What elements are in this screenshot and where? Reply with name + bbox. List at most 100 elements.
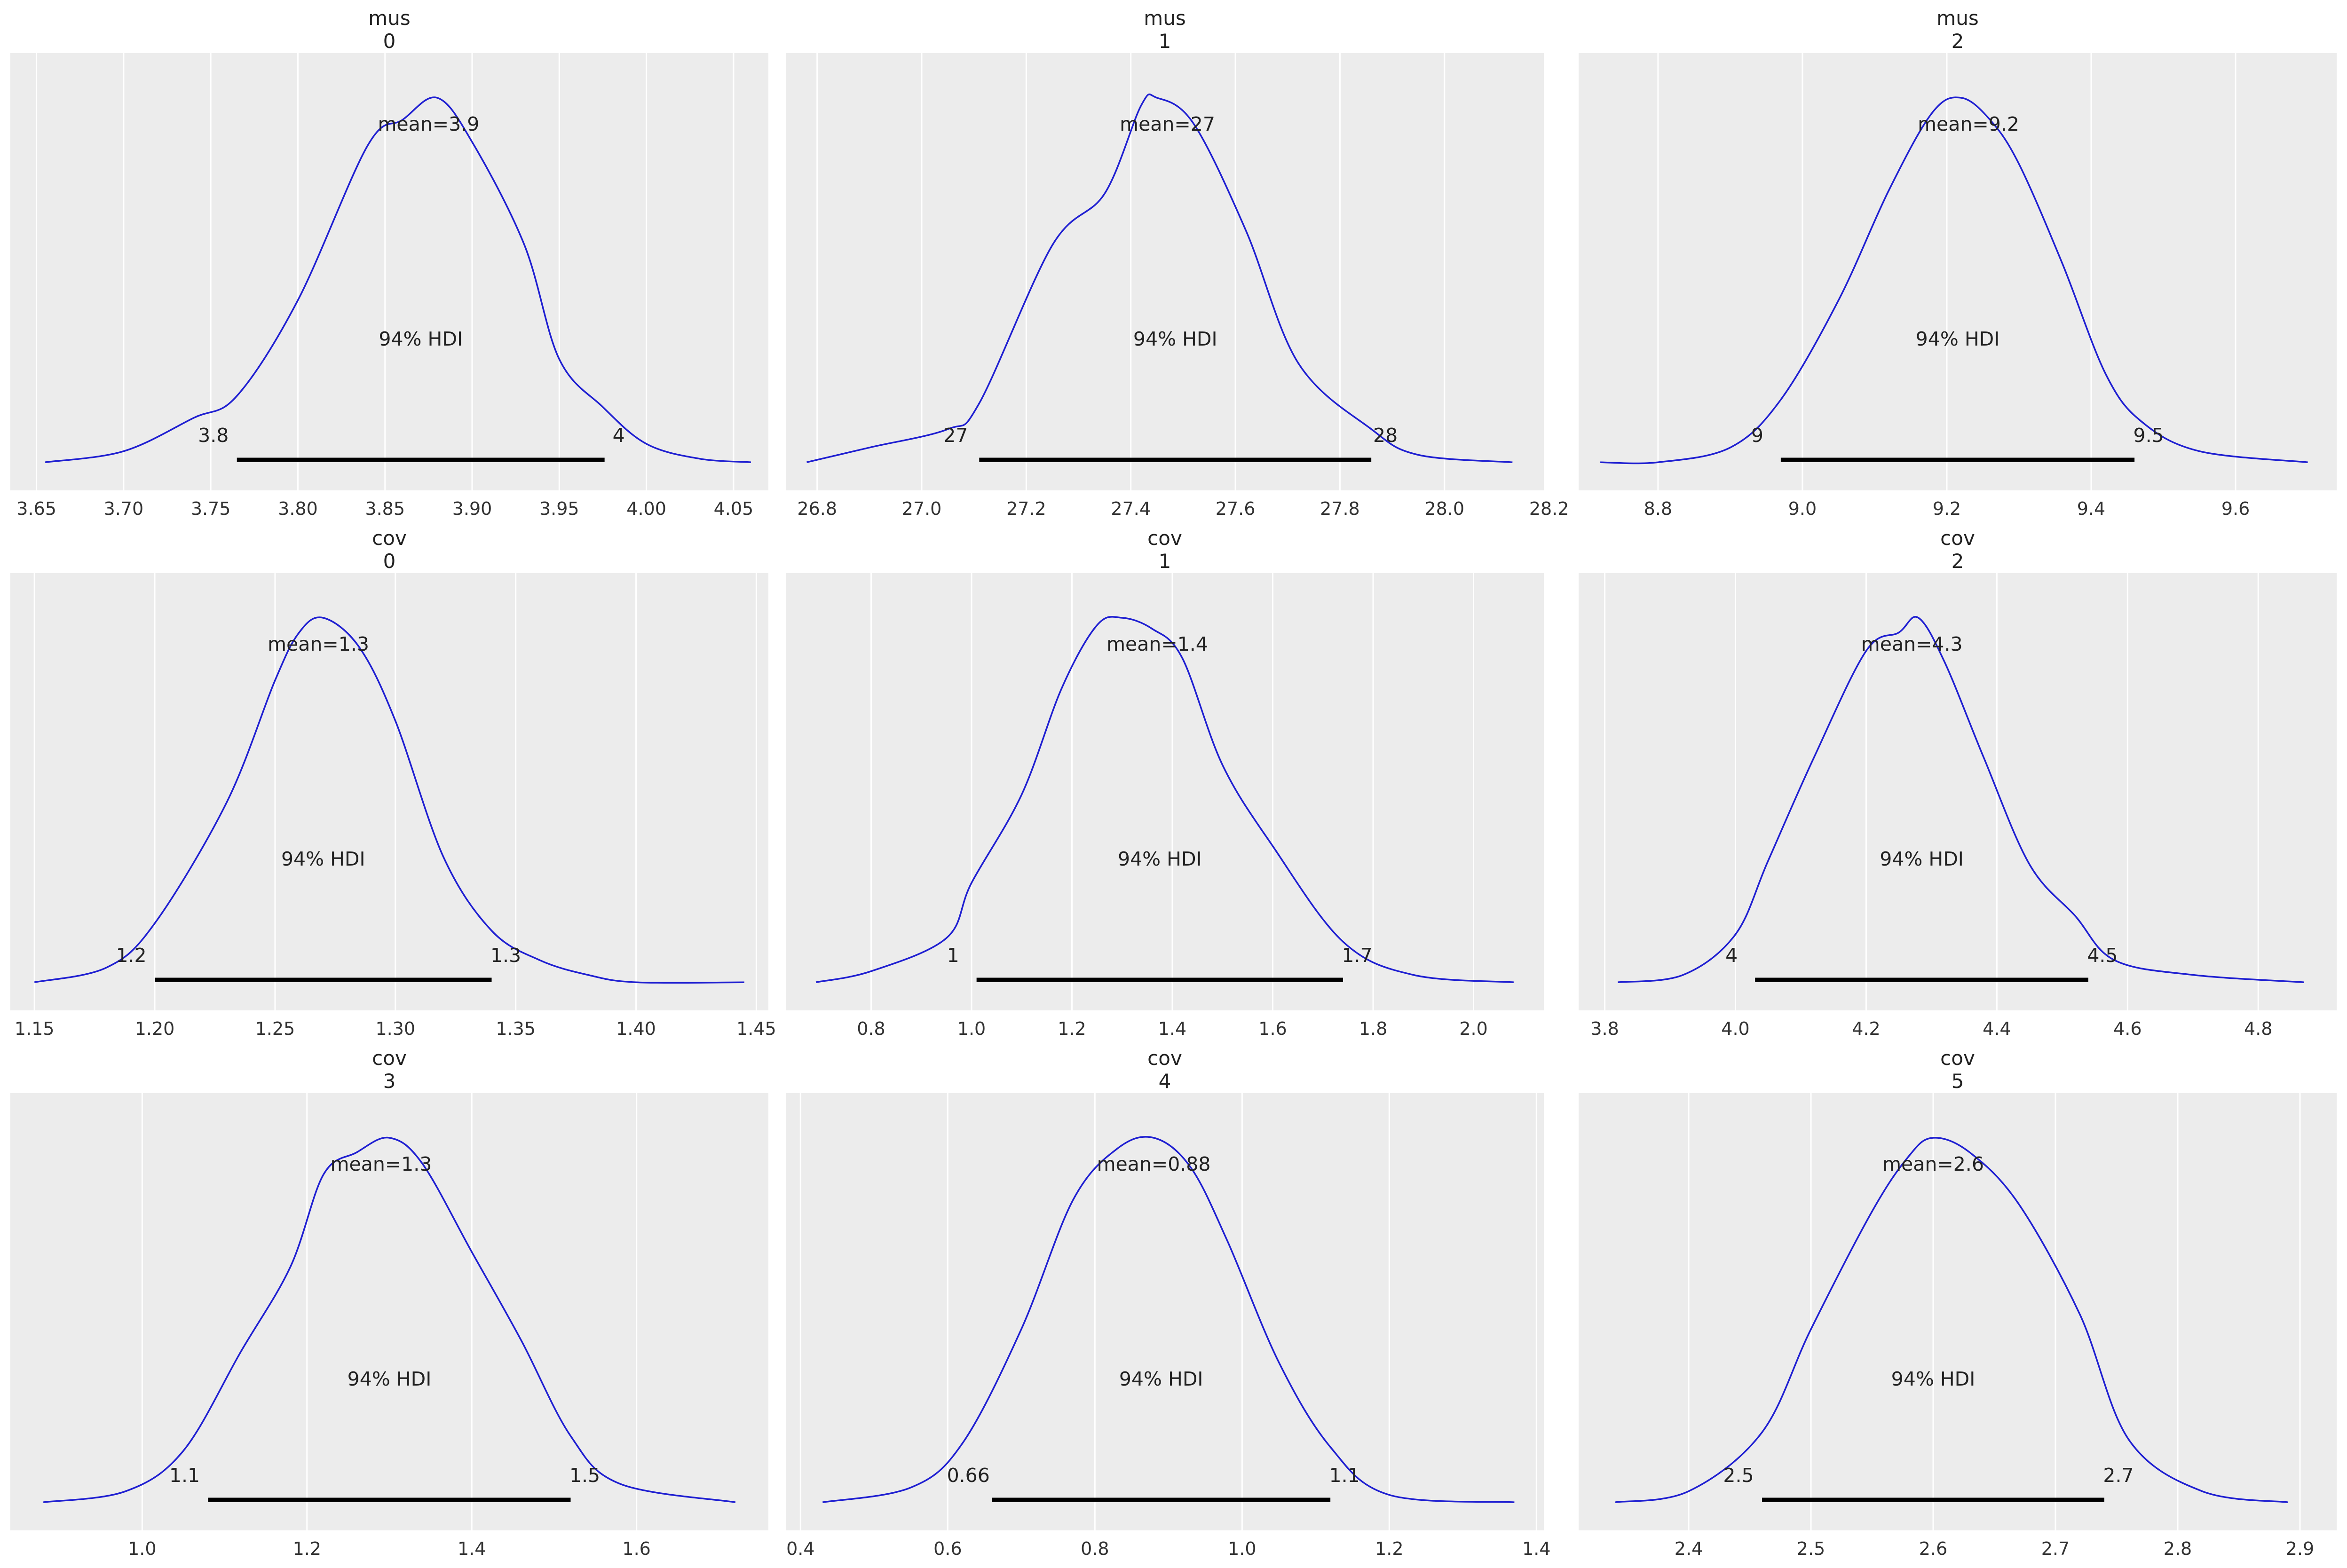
mean-label: mean=1.4 bbox=[1106, 633, 1208, 655]
x-tick-label: 2.0 bbox=[1459, 1018, 1487, 1039]
x-tick-label: 27.6 bbox=[1216, 498, 1256, 519]
x-tick-label: 1.0 bbox=[128, 1538, 156, 1559]
x-tick-label: 1.4 bbox=[1522, 1538, 1550, 1559]
x-tick-label: 1.4 bbox=[458, 1538, 486, 1559]
x-tick-label: 9.0 bbox=[1788, 498, 1817, 519]
x-tick-label: 2.4 bbox=[1675, 1538, 1703, 1559]
x-tick-label: 3.8 bbox=[1590, 1018, 1619, 1039]
plot-area bbox=[10, 1093, 768, 1530]
x-tick-label: 1.6 bbox=[1258, 1018, 1287, 1039]
mean-label: mean=1.3 bbox=[331, 1153, 432, 1175]
hdi-label: 94% HDI bbox=[1133, 328, 1217, 350]
subplot-subtitle: 2 bbox=[1952, 30, 1964, 53]
x-tick-label: 1.2 bbox=[293, 1538, 321, 1559]
subplot-subtitle: 5 bbox=[1952, 1070, 1964, 1093]
subplot-subtitle: 0 bbox=[383, 30, 396, 53]
x-tick-label: 9.6 bbox=[2221, 498, 2250, 519]
x-tick-label: 2.5 bbox=[1797, 1538, 1825, 1559]
x-tick-label: 2.7 bbox=[2041, 1538, 2070, 1559]
plot-area bbox=[1579, 1093, 2337, 1530]
x-tick-label: 1.20 bbox=[135, 1018, 175, 1039]
subplot-title: cov bbox=[1940, 527, 1975, 550]
x-tick-label: 28.0 bbox=[1424, 498, 1464, 519]
density-curve bbox=[815, 616, 1514, 983]
plot-area bbox=[10, 573, 768, 1010]
hdi-lower-label: 27 bbox=[943, 424, 968, 447]
hdi-upper-label: 4.5 bbox=[2087, 944, 2118, 967]
subplot-subtitle: 3 bbox=[383, 1070, 396, 1093]
density-curve bbox=[43, 1136, 736, 1503]
x-tick-label: 3.65 bbox=[16, 498, 56, 519]
hdi-label: 94% HDI bbox=[1119, 1368, 1203, 1390]
x-tick-label: 1.45 bbox=[736, 1018, 776, 1039]
x-tick-label: 1.15 bbox=[15, 1018, 55, 1039]
hdi-lower-label: 0.66 bbox=[947, 1464, 990, 1487]
x-tick-label: 0.8 bbox=[857, 1018, 885, 1039]
plot-area bbox=[1579, 573, 2337, 1010]
density-curve bbox=[45, 96, 751, 463]
x-tick-label: 9.2 bbox=[1933, 498, 1961, 519]
x-tick-label: 27.2 bbox=[1006, 498, 1046, 519]
subplot-title: cov bbox=[372, 1047, 407, 1070]
x-tick-label: 27.8 bbox=[1320, 498, 1360, 519]
x-tick-label: 1.8 bbox=[1359, 1018, 1387, 1039]
hdi-upper-label: 2.7 bbox=[2103, 1464, 2134, 1487]
subplot-title: cov bbox=[1940, 1047, 1975, 1070]
hdi-upper-label: 1.5 bbox=[569, 1464, 600, 1487]
subplot-subtitle: 0 bbox=[383, 550, 396, 573]
hdi-label: 94% HDI bbox=[1916, 328, 2000, 350]
subplot-subtitle: 4 bbox=[1159, 1070, 1171, 1093]
x-tick-label: 27.0 bbox=[902, 498, 942, 519]
subplot-subtitle: 1 bbox=[1159, 550, 1171, 573]
density-curve bbox=[1600, 96, 2308, 465]
density-curve bbox=[1618, 616, 2304, 983]
mean-label: mean=27 bbox=[1120, 113, 1215, 135]
subplot-subtitle: 2 bbox=[1952, 550, 1964, 573]
x-tick-label: 1.0 bbox=[957, 1018, 986, 1039]
density-curve bbox=[1615, 1137, 2288, 1503]
subplot-title: mus bbox=[368, 7, 410, 30]
subplot-mus-0: 3.65 3.70 3.75 3.80 3.85 3.90 3.95 4.00 4.05 mus0… bbox=[10, 7, 768, 519]
x-tick-label: 1.4 bbox=[1158, 1018, 1186, 1039]
x-tick-label: 3.85 bbox=[365, 498, 405, 519]
density-curve bbox=[34, 616, 744, 984]
x-tick-label: 0.6 bbox=[933, 1538, 962, 1559]
hdi-label: 94% HDI bbox=[1880, 848, 1964, 870]
subplot-title: mus bbox=[1144, 7, 1185, 30]
x-tick-label: 2.9 bbox=[2286, 1538, 2314, 1559]
hdi-upper-label: 28 bbox=[1373, 424, 1398, 447]
plot-area bbox=[786, 53, 1544, 490]
mean-label: mean=1.3 bbox=[268, 633, 369, 655]
x-tick-label: 1.35 bbox=[496, 1018, 536, 1039]
hdi-lower-label: 3.8 bbox=[198, 424, 229, 447]
x-tick-label: 4.4 bbox=[1983, 1018, 2011, 1039]
hdi-label: 94% HDI bbox=[1118, 848, 1202, 870]
x-tick-label: 2.8 bbox=[2164, 1538, 2192, 1559]
x-tick-label: 3.75 bbox=[191, 498, 231, 519]
hdi-label: 94% HDI bbox=[379, 328, 463, 350]
hdi-lower-label: 1 bbox=[947, 944, 959, 967]
density-curve bbox=[806, 93, 1513, 463]
x-tick-label: 1.6 bbox=[622, 1538, 650, 1559]
x-tick-label: 27.4 bbox=[1111, 498, 1151, 519]
x-tick-label: 1.30 bbox=[375, 1018, 415, 1039]
x-tick-label: 3.95 bbox=[539, 498, 579, 519]
plot-area bbox=[10, 53, 768, 490]
x-tick-label: 3.80 bbox=[278, 498, 318, 519]
density-curve bbox=[822, 1136, 1515, 1503]
hdi-upper-label: 4 bbox=[613, 424, 625, 447]
subplot-title: cov bbox=[372, 527, 407, 550]
x-tick-label: 4.05 bbox=[714, 498, 754, 519]
x-tick-label: 3.90 bbox=[452, 498, 492, 519]
mean-label: mean=3.9 bbox=[378, 113, 479, 135]
x-tick-label: 26.8 bbox=[797, 498, 837, 519]
mean-label: mean=2.6 bbox=[1882, 1153, 1984, 1175]
plot-area bbox=[1579, 53, 2337, 490]
x-tick-label: 4.6 bbox=[2113, 1018, 2142, 1039]
x-tick-label: 4.0 bbox=[1721, 1018, 1749, 1039]
